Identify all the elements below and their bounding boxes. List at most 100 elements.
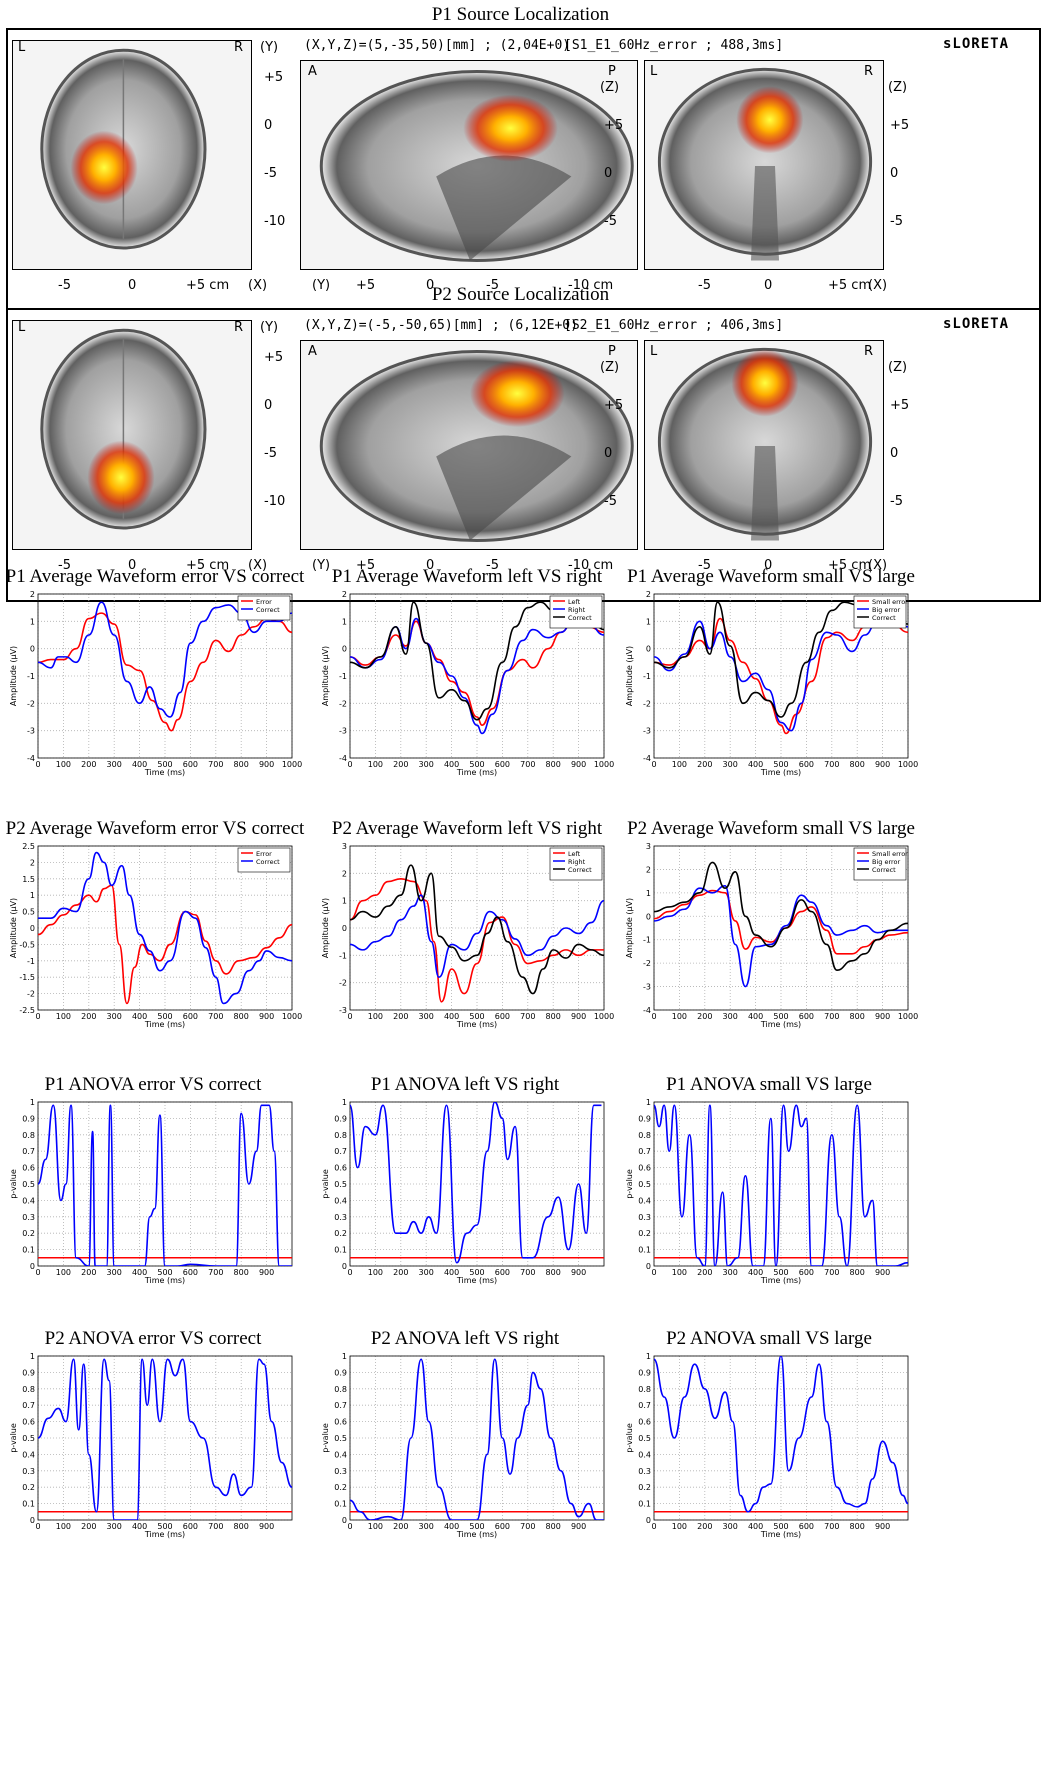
y-tick-label: 2.5 — [22, 842, 35, 851]
x-tick-label: 400 — [132, 1522, 147, 1531]
y-tick-label: 0.7 — [334, 1401, 347, 1410]
x-tick-label: 0 — [651, 1012, 656, 1021]
x-tick-label: 600 — [799, 1268, 814, 1277]
sagittal-x-tick: 0 — [426, 558, 435, 573]
y-tick-label: 2 — [342, 590, 347, 599]
x-tick-label: 300 — [723, 1268, 738, 1277]
coronal-x-tick: -5 — [698, 558, 711, 573]
x-axis-marker: (X) — [248, 558, 268, 573]
x-tick-label: 500 — [469, 1012, 484, 1021]
coronal-z-tick: -5 — [890, 494, 903, 509]
plot-frame — [349, 1101, 605, 1267]
y-tick-label: 0.1 — [22, 1246, 35, 1255]
p1-source-panel: L R (Y) +5 0 -5 -10 -5 0 +5 cm (X) (X,Y,Z)=(5,-35,5… — [6, 28, 1041, 322]
y-tick-label: 0.6 — [334, 1164, 347, 1173]
chart-title: P2 Average Waveform error VS correct — [5, 818, 305, 839]
activation-hotspot — [470, 359, 565, 428]
x-tick-label: 700 — [520, 760, 535, 769]
y-tick-label: -2 — [643, 959, 651, 968]
x-tick-label: 300 — [419, 1012, 434, 1021]
y-tick-label: 0 — [342, 1262, 347, 1271]
x-tick-label: 0 — [347, 760, 352, 769]
y-tick-label: -1 — [339, 951, 347, 960]
x-tick-label: 300 — [107, 1268, 122, 1277]
y-tick-label: 0.7 — [22, 1147, 35, 1156]
x-axis-label: Time (ms) — [144, 1276, 185, 1285]
y-tick-label: 0.1 — [22, 1500, 35, 1509]
file-readout: [S2_E1_60Hz_error ; 406,3ms] — [564, 318, 784, 333]
x-tick-label: 600 — [183, 1268, 198, 1277]
plot-frame — [653, 593, 909, 759]
axial-y-tick: -10 — [264, 494, 286, 509]
software-brand: sLORETA — [943, 316, 1010, 332]
y-tick-label: 0 — [30, 924, 35, 933]
sagittal-x-tick: 0 — [426, 278, 435, 293]
y-tick-label: 2 — [646, 865, 651, 874]
y-tick-label: 0.9 — [22, 1368, 35, 1377]
right-marker: R — [864, 344, 874, 359]
chart-p2-anova-ec: 0 100 200 300 400 500 600 700 800 900 0 0.1 0.2 0.3 0.… — [6, 1328, 306, 1558]
y-tick-label: 2 — [30, 590, 35, 599]
y-tick-label: 0.7 — [638, 1147, 651, 1156]
x-axis-marker: (X) — [248, 278, 268, 293]
x-tick-label: 700 — [824, 1268, 839, 1277]
axial-y-tick: -5 — [264, 166, 277, 181]
x-tick-label: 900 — [259, 1268, 274, 1277]
y-tick-label: 2 — [30, 858, 35, 867]
y-tick-label: 0.8 — [22, 1385, 35, 1394]
x-tick-label: 600 — [799, 1012, 814, 1021]
x-axis-label: Time (ms) — [760, 1020, 801, 1029]
legend-label: Correct — [872, 866, 896, 874]
sagittal-x-tick: +5 — [356, 558, 376, 573]
y-axis-label: Amplitude (μV) — [9, 898, 18, 958]
x-axis-marker: (X) — [868, 278, 888, 293]
y-axis-label: p-value — [625, 1423, 634, 1453]
sag-brain-image — [301, 61, 637, 269]
y-tick-label: 0.2 — [334, 1229, 347, 1238]
y-tick-label: -1.5 — [19, 973, 35, 982]
plot-frame — [653, 1101, 909, 1267]
x-tick-label: 500 — [157, 1012, 172, 1021]
y-tick-label: 0.6 — [334, 1418, 347, 1427]
y-tick-label: -3 — [339, 727, 347, 736]
y-tick-label: 0.8 — [334, 1131, 347, 1140]
x-tick-label: 300 — [419, 760, 434, 769]
legend-label: Error — [256, 598, 272, 606]
x-tick-label: 600 — [495, 1522, 510, 1531]
plot-frame — [653, 845, 909, 1011]
axial-x-tick: +5 cm — [186, 278, 230, 293]
y-tick-label: -4 — [27, 754, 35, 763]
y-axis-label: Amplitude (μV) — [625, 898, 634, 958]
y-tick-label: 0.5 — [638, 1180, 651, 1189]
x-tick-label: 700 — [824, 1522, 839, 1531]
x-tick-label: 800 — [234, 1012, 249, 1021]
x-tick-label: 400 — [444, 760, 459, 769]
x-axis-marker: (X) — [868, 558, 888, 573]
y-axis-label: p-value — [321, 1423, 330, 1453]
legend-label: Left — [568, 598, 581, 606]
legend-box — [237, 847, 291, 873]
y-tick-label: -1 — [643, 936, 651, 945]
y-tick-label: 1 — [646, 617, 651, 626]
x-tick-label: 100 — [368, 1012, 383, 1021]
legend-label: Left — [568, 850, 581, 858]
y-tick-label: 0.8 — [22, 1131, 35, 1140]
x-tick-label: 800 — [850, 1268, 865, 1277]
y-tick-label: 0.3 — [334, 1213, 347, 1222]
axial-y-tick: 0 — [264, 118, 273, 133]
sagittal-x-tick: -5 — [486, 278, 499, 293]
coronal-x-tick: +5 cm — [828, 278, 872, 293]
x-axis-label: Time (ms) — [144, 1530, 185, 1539]
x-tick-label: 400 — [132, 1012, 147, 1021]
plot-frame — [349, 845, 605, 1011]
sagittal-x-tick: +5 — [356, 278, 376, 293]
cor-view-0 — [644, 60, 884, 270]
x-tick-label: 300 — [723, 1522, 738, 1531]
sagittal-z-tick: 0 — [604, 446, 613, 461]
x-tick-label: 300 — [107, 760, 122, 769]
y-tick-label: -4 — [339, 754, 347, 763]
y-tick-label: 0.8 — [334, 1385, 347, 1394]
sagittal-x-tick: -5 — [486, 558, 499, 573]
y-axis-label: Amplitude (μV) — [321, 898, 330, 958]
chart-p1-wave-lr: 0 100 200 300 400 500 600 700 800 900 1000 -4 -3 -2 -1… — [318, 566, 618, 796]
